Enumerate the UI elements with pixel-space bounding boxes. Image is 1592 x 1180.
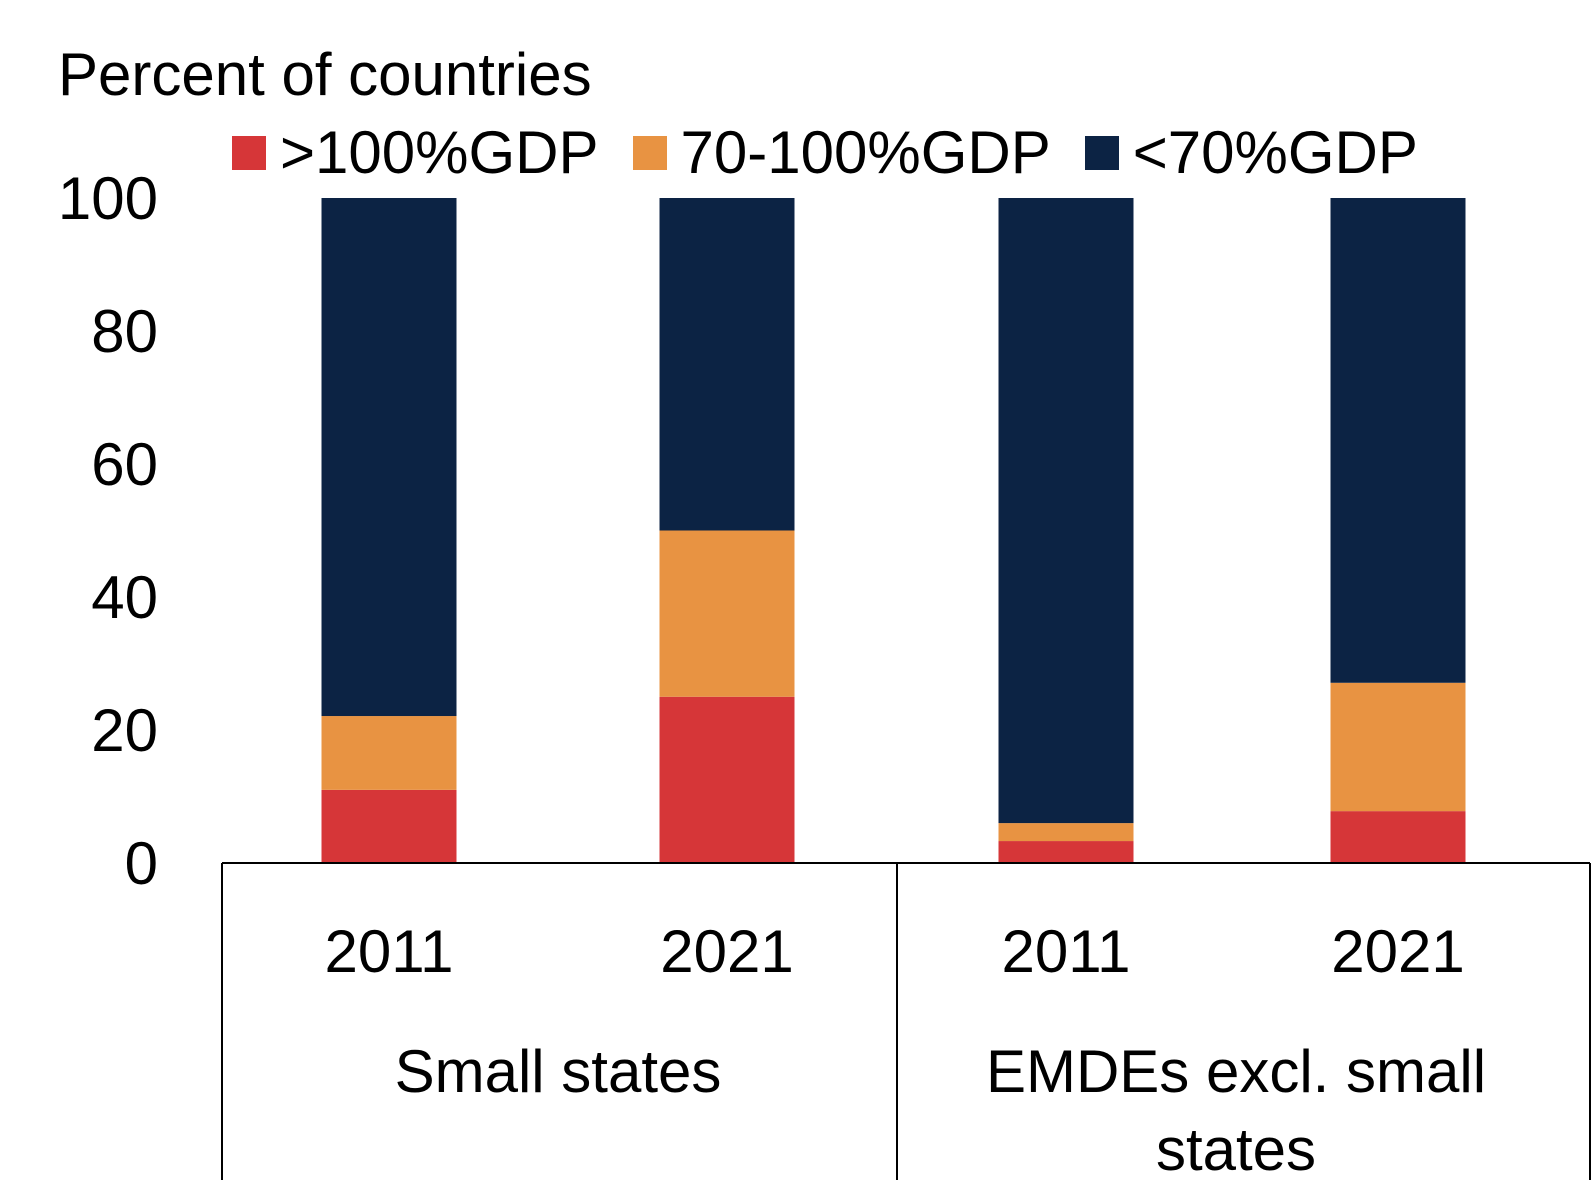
y-tick-label: 0 bbox=[125, 830, 158, 897]
bar-segment--70-gdp-0 bbox=[321, 198, 457, 717]
legend-item-under-70: <70%GDP bbox=[1084, 118, 1418, 187]
bar-segment-70-100-gdp-3 bbox=[1330, 682, 1466, 812]
bar-segment--70-gdp-3 bbox=[1330, 198, 1466, 683]
bar-segment-70-100-gdp-1 bbox=[659, 530, 795, 697]
x-tick-label: 2011 bbox=[324, 918, 453, 985]
x-tick-label: 2021 bbox=[1331, 918, 1464, 985]
bar-segment--100-gdp-3 bbox=[1330, 811, 1466, 863]
group-label-emdes-line1: EMDEs excl. small bbox=[986, 1038, 1486, 1105]
bar-segment-70-100-gdp-0 bbox=[321, 716, 457, 790]
y-tick-label: 20 bbox=[91, 697, 158, 764]
legend-item-over-100: >100%GDP bbox=[232, 118, 599, 187]
bar-segment--70-gdp-2 bbox=[998, 198, 1134, 824]
y-tick-label: 60 bbox=[91, 431, 158, 498]
legend-item-70-100: 70-100%GDP bbox=[632, 118, 1051, 187]
legend-label-70-100: 70-100%GDP bbox=[680, 119, 1051, 186]
bar-segment-70-100-gdp-2 bbox=[998, 823, 1134, 842]
y-tick-label: 100 bbox=[58, 165, 158, 232]
y-tick-label: 80 bbox=[91, 298, 158, 365]
legend-swatch-70-100 bbox=[632, 135, 667, 170]
group-label-emdes-line2: states bbox=[1156, 1116, 1316, 1180]
legend-swatch-over-100 bbox=[232, 135, 266, 170]
group-label-small-states: Small states bbox=[395, 1038, 722, 1105]
bar-segment--100-gdp-2 bbox=[998, 841, 1134, 863]
bar-segment--70-gdp-1 bbox=[659, 198, 795, 531]
legend-label-under-70: <70%GDP bbox=[1132, 119, 1418, 186]
x-tick-label: 2011 bbox=[1001, 918, 1130, 985]
legend-label-over-100: >100%GDP bbox=[280, 119, 599, 186]
bar-segment--100-gdp-1 bbox=[659, 696, 795, 863]
legend: >100%GDP 70-100%GDP <70%GDP bbox=[232, 118, 1452, 187]
legend-swatch-under-70 bbox=[1084, 135, 1119, 170]
x-tick-label: 2021 bbox=[660, 918, 793, 985]
y-axis-title: Percent of countries bbox=[58, 41, 592, 108]
y-tick-label: 40 bbox=[91, 564, 158, 631]
bar-segment--100-gdp-0 bbox=[321, 789, 457, 863]
